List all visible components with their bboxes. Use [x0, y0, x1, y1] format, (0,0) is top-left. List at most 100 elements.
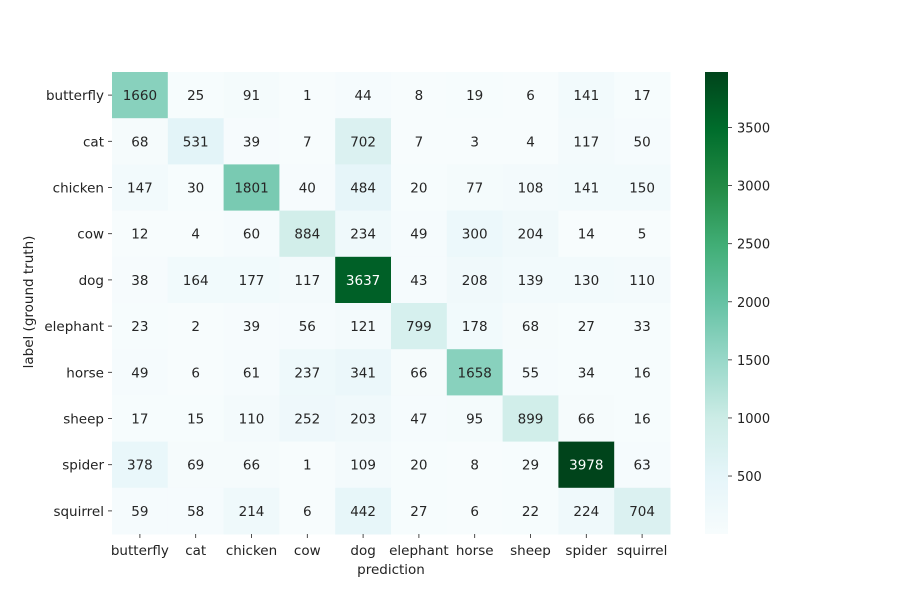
heatmap-cell-value: 23 [131, 319, 148, 335]
heatmap-cell-value: 8 [470, 458, 479, 474]
heatmap-cell [335, 256, 392, 304]
heatmap-cell-value: 3637 [346, 273, 380, 289]
heatmap-cell [279, 72, 336, 119]
heatmap-cell [112, 256, 169, 304]
heatmap-cell [279, 210, 336, 258]
heatmap-cell [223, 395, 280, 443]
heatmap-cell [446, 256, 504, 304]
heatmap-cell-value: 531 [183, 134, 209, 150]
heatmap-cell-value: 39 [243, 134, 260, 150]
heatmap-cell-value: 6 [470, 504, 479, 520]
heatmap-cell-value: 130 [573, 273, 599, 289]
heatmap-cell [558, 210, 615, 258]
heatmap-cell [558, 118, 615, 165]
heatmap-cell [279, 395, 336, 443]
heatmap-cell [112, 303, 169, 350]
heatmap-cell [112, 395, 169, 443]
heatmap-cell-value: 3 [470, 134, 479, 150]
colorbar-tick-label: 500 [737, 470, 762, 485]
heatmap-cell [558, 164, 615, 212]
heatmap-cell [223, 164, 280, 212]
heatmap-cell [223, 256, 280, 304]
heatmap-cell-value: 204 [518, 227, 544, 243]
x-tick-label: chicken [226, 543, 277, 559]
heatmap-cell-value: 899 [518, 412, 544, 428]
y-tick-label: cat [83, 134, 104, 150]
heatmap-cell-value: 16 [634, 365, 651, 381]
heatmap-cell-value: 40 [299, 181, 316, 197]
heatmap-cell [279, 487, 336, 535]
heatmap-cell-value: 66 [243, 458, 260, 474]
heatmap-cell [502, 395, 559, 443]
heatmap-cell [279, 164, 336, 212]
heatmap-cell-value: 484 [350, 181, 376, 197]
y-tick-label: cow [77, 227, 104, 243]
heatmap-cell [446, 72, 504, 119]
heatmap-cell [167, 72, 225, 119]
heatmap-cell-value: 702 [350, 134, 376, 150]
heatmap-cell [112, 210, 169, 258]
heatmap-cell-value: 1658 [458, 365, 492, 381]
y-axis-ticks: butterfly cat chicken cow dog elephant horse sh… [44, 88, 112, 520]
heatmap-cell [223, 349, 280, 396]
heatmap-cell-value: 66 [410, 365, 427, 381]
heatmap-cell [167, 303, 225, 350]
heatmap-cell-value: 164 [183, 273, 209, 289]
heatmap-cell-value: 8 [415, 88, 424, 104]
heatmap-cell-value: 95 [466, 412, 483, 428]
heatmap-cell-value: 442 [350, 504, 376, 520]
x-tick-label: horse [456, 543, 494, 559]
heatmap-cell-value: 6 [303, 504, 312, 520]
heatmap-cell [502, 72, 559, 119]
heatmap-cell-value: 61 [243, 365, 260, 381]
heatmap-cell [279, 441, 336, 489]
heatmap-cell-value: 43 [410, 273, 427, 289]
heatmap-cell [558, 72, 615, 119]
heatmap-cell-value: 12 [131, 227, 148, 243]
heatmap-cell [391, 72, 448, 119]
heatmap-cell-value: 30 [187, 181, 204, 197]
heatmap-cell-value: 17 [634, 88, 651, 104]
heatmap-cell-value: 252 [294, 412, 320, 428]
heatmap-cell [502, 349, 559, 396]
heatmap-cell-value: 6 [191, 365, 200, 381]
heatmap-cells [112, 72, 671, 535]
heatmap-cell-value: 6 [526, 88, 535, 104]
heatmap-cell-value: 91 [243, 88, 260, 104]
heatmap-cell [614, 487, 671, 535]
heatmap-cell [335, 487, 392, 535]
heatmap-cell-value: 178 [462, 319, 488, 335]
heatmap-cell [223, 303, 280, 350]
heatmap-cell-value: 55 [522, 365, 539, 381]
heatmap-cell-value: 15 [187, 412, 204, 428]
heatmap-cell [446, 303, 504, 350]
heatmap-cell-value: 27 [578, 319, 595, 335]
heatmap-cell-value: 49 [410, 227, 427, 243]
heatmap-cell [614, 118, 671, 165]
colorbar-tick-label: 1500 [737, 354, 770, 369]
heatmap-cell [112, 118, 169, 165]
heatmap-cell [391, 210, 448, 258]
colorbar-tick-label: 3000 [737, 180, 770, 195]
heatmap-cell [391, 256, 448, 304]
heatmap-cell [279, 118, 336, 165]
heatmap-cell-value: 63 [634, 458, 651, 474]
heatmap-cell [391, 349, 448, 396]
heatmap-cell-value: 1801 [234, 181, 268, 197]
heatmap-cell [223, 441, 280, 489]
heatmap-cell-value: 20 [410, 181, 427, 197]
heatmap-cell [558, 303, 615, 350]
colorbar-ticks: 500 1000 1500 2000 2500 3000 3500 [728, 122, 770, 485]
heatmap-cell [391, 395, 448, 443]
heatmap-cell-value: 214 [239, 504, 265, 520]
colorbar-tick-label: 3500 [737, 122, 770, 137]
heatmap-cell [167, 487, 225, 535]
heatmap-cell-value: 1660 [123, 88, 157, 104]
heatmap-cell-value: 58 [187, 504, 204, 520]
heatmap-cell-value: 117 [573, 134, 599, 150]
heatmap-cell [167, 441, 225, 489]
heatmap-cell-value: 20 [410, 458, 427, 474]
heatmap-cell-value: 884 [294, 227, 320, 243]
heatmap-cell-value: 22 [522, 504, 539, 520]
heatmap-cell-value: 16 [634, 412, 651, 428]
